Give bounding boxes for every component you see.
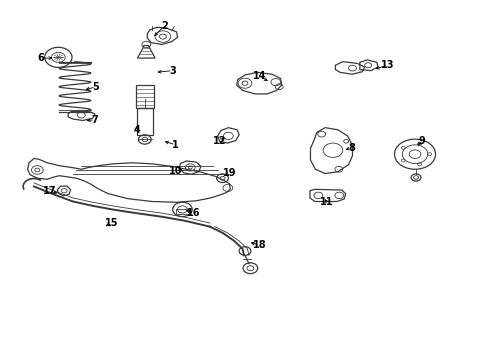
Text: 2: 2	[161, 21, 168, 31]
Text: 7: 7	[92, 115, 98, 125]
Text: 15: 15	[105, 218, 119, 228]
Text: 3: 3	[170, 66, 176, 76]
Text: 10: 10	[169, 166, 182, 176]
Text: 11: 11	[320, 197, 334, 207]
Text: 17: 17	[43, 186, 56, 197]
Text: 5: 5	[93, 82, 99, 92]
Text: 14: 14	[253, 71, 267, 81]
Text: 13: 13	[381, 60, 394, 70]
Text: 16: 16	[187, 208, 200, 218]
Bar	[136, 85, 154, 108]
Text: 12: 12	[213, 136, 226, 146]
Text: 18: 18	[253, 240, 267, 250]
Text: 6: 6	[37, 53, 44, 63]
Text: 4: 4	[133, 125, 140, 135]
Text: 1: 1	[172, 140, 179, 150]
Text: 19: 19	[222, 168, 236, 178]
Bar	[137, 108, 153, 135]
Bar	[175, 210, 189, 214]
Text: 8: 8	[348, 143, 355, 153]
Text: 9: 9	[418, 136, 425, 145]
